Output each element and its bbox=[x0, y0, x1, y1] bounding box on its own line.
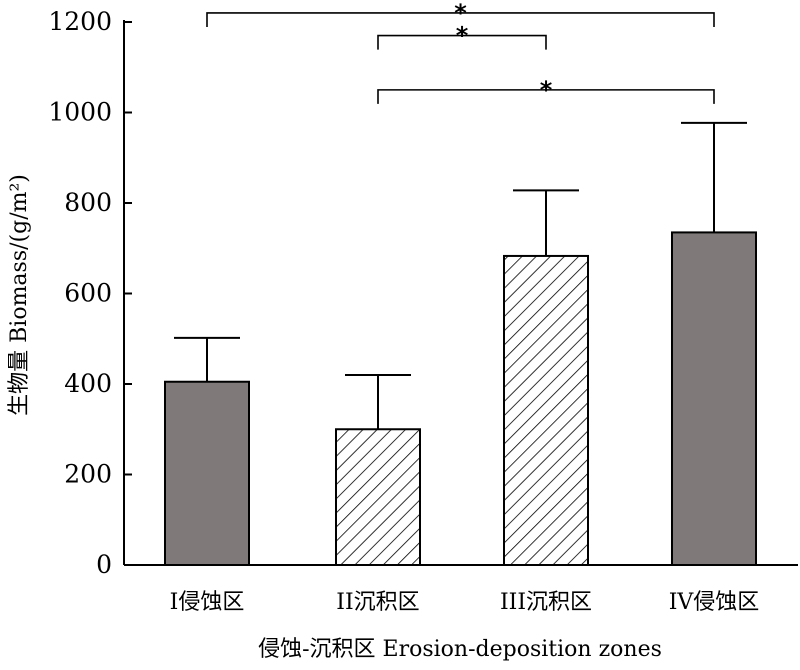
y-tick-label: 600 bbox=[64, 279, 112, 308]
y-axis-title: 生物量 Biomass/(g/m²) bbox=[7, 174, 32, 416]
x-tick-label: II沉积区 bbox=[336, 590, 419, 615]
x-tick-label: IV侵蚀区 bbox=[669, 590, 760, 615]
significance-star: * bbox=[454, 0, 467, 27]
bar bbox=[671, 231, 757, 566]
significance-bracket bbox=[377, 89, 715, 104]
bar bbox=[164, 380, 250, 566]
y-tick-label: 1000 bbox=[48, 98, 112, 127]
y-tick-label: 200 bbox=[64, 460, 112, 489]
y-tick-label: 400 bbox=[64, 369, 112, 398]
x-tick-label: III沉积区 bbox=[500, 590, 592, 615]
x-tick-label: I侵蚀区 bbox=[170, 590, 245, 615]
significance-star: * bbox=[456, 22, 469, 50]
bar bbox=[503, 254, 589, 566]
significance-bracket bbox=[377, 34, 547, 50]
x-axis-title: 侵蚀-沉积区 Erosion-deposition zones bbox=[258, 637, 662, 662]
significance-star: * bbox=[540, 76, 553, 104]
y-tick-label: 800 bbox=[64, 188, 112, 217]
bar bbox=[335, 428, 421, 566]
y-tick-label: 1200 bbox=[48, 7, 112, 36]
y-tick-label: 0 bbox=[96, 550, 112, 579]
significance-bracket bbox=[206, 12, 715, 27]
